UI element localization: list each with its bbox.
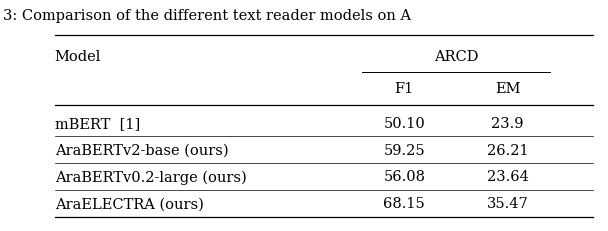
Text: 35.47: 35.47 — [487, 196, 528, 210]
Text: 3: Comparison of the different text reader models on A: 3: Comparison of the different text read… — [3, 9, 411, 23]
Text: 26.21: 26.21 — [487, 143, 528, 157]
Text: 59.25: 59.25 — [384, 143, 425, 157]
Text: mBERT  [1]: mBERT [1] — [55, 117, 140, 131]
Text: 56.08: 56.08 — [383, 170, 426, 184]
Text: 23.64: 23.64 — [487, 170, 528, 184]
Text: 68.15: 68.15 — [384, 196, 425, 210]
Text: EM: EM — [495, 82, 520, 96]
Text: Model: Model — [55, 50, 101, 64]
Text: F1: F1 — [395, 82, 414, 96]
Text: 50.10: 50.10 — [384, 117, 425, 131]
Text: 23.9: 23.9 — [491, 117, 524, 131]
Text: ARCD: ARCD — [434, 50, 478, 64]
Text: AraBERTv0.2-large (ours): AraBERTv0.2-large (ours) — [55, 170, 246, 184]
Text: AraBERTv2-base (ours): AraBERTv2-base (ours) — [55, 143, 229, 157]
Text: AraELECTRA (ours): AraELECTRA (ours) — [55, 196, 204, 210]
